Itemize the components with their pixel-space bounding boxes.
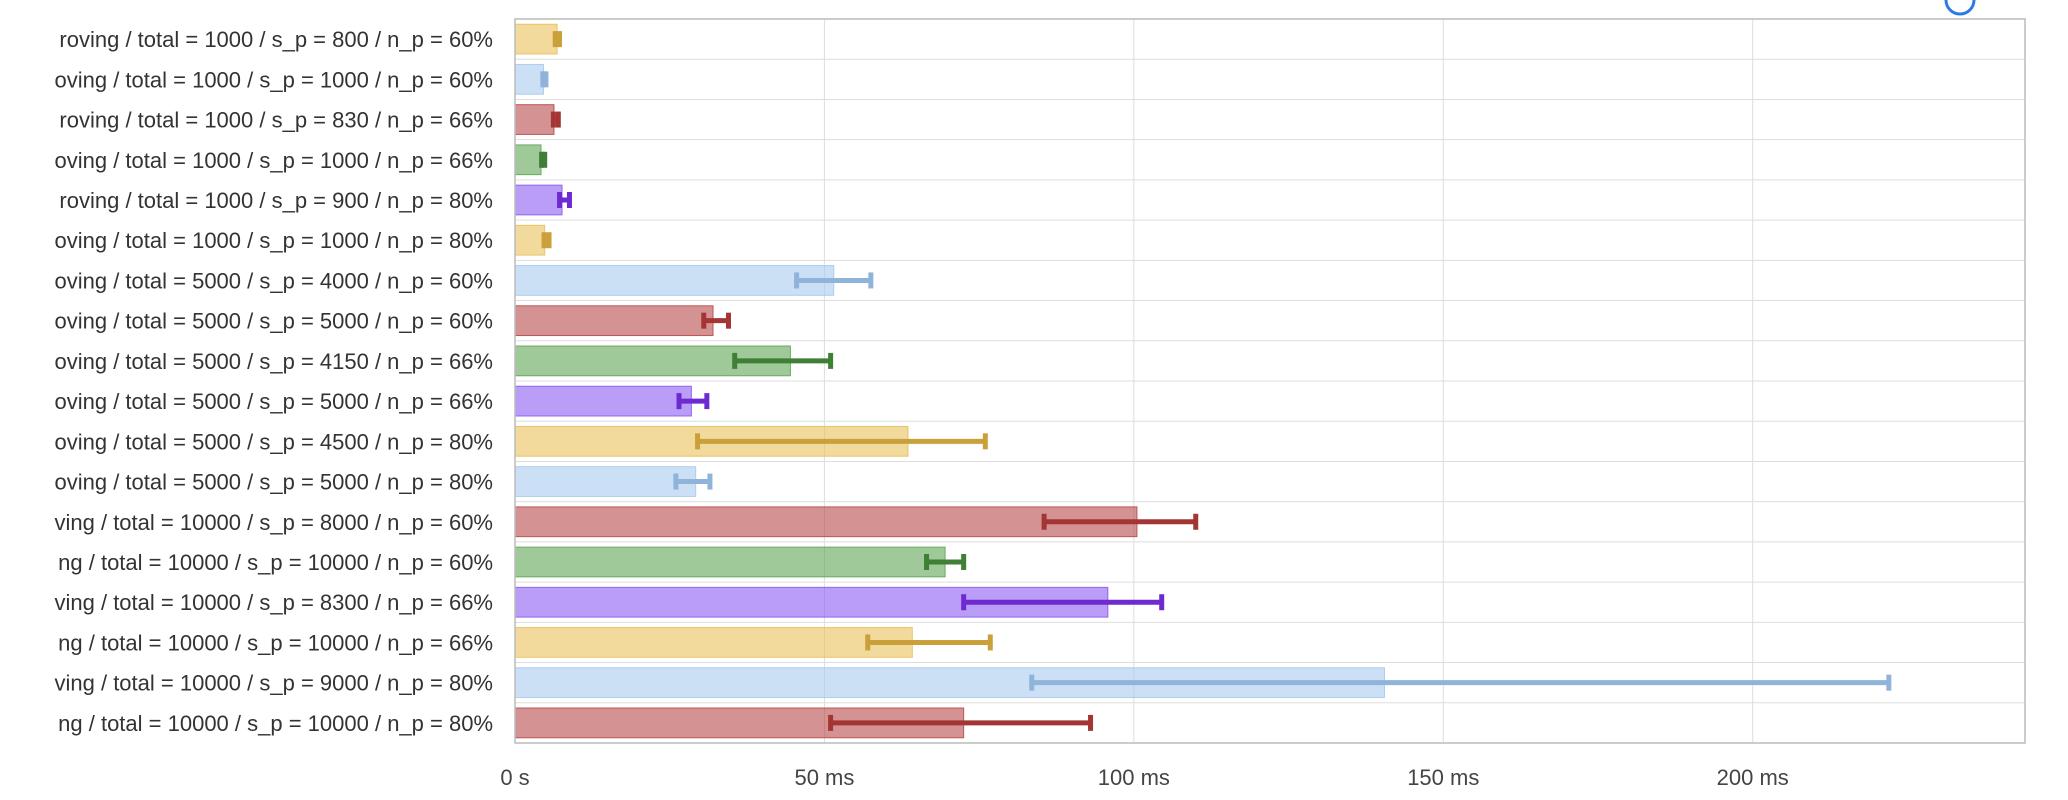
bar — [514, 63, 544, 95]
error-bar — [552, 31, 563, 48]
corner-icon — [1944, 0, 1976, 16]
category-label: ng / total = 10000 / s_p = 10000 / n_p =… — [58, 711, 493, 736]
category-label: oving / total = 5000 / s_p = 4150 / n_p … — [55, 349, 494, 374]
error-bar — [695, 433, 988, 450]
x-tick-label: 50 ms — [794, 765, 854, 790]
category-label: ving / total = 10000 / s_p = 8300 / n_p … — [55, 590, 494, 615]
category-labels: roving / total = 1000 / s_p = 800 / n_p … — [55, 27, 494, 736]
error-bar — [732, 352, 834, 369]
bars-layer — [514, 23, 1385, 739]
error-bar — [550, 111, 561, 128]
category-label: oving / total = 5000 / s_p = 5000 / n_p … — [55, 389, 494, 414]
category-label: oving / total = 5000 / s_p = 5000 / n_p … — [55, 470, 494, 495]
category-label: oving / total = 1000 / s_p = 1000 / n_p … — [55, 67, 494, 92]
category-label: roving / total = 1000 / s_p = 900 / n_p … — [59, 188, 493, 213]
error-bars-layer — [539, 31, 1892, 731]
error-bar — [1041, 513, 1199, 530]
x-tick-label: 200 ms — [1717, 765, 1789, 790]
grid-layer — [514, 19, 2025, 743]
error-bar — [701, 312, 732, 329]
error-bar — [1029, 674, 1892, 691]
error-bar — [676, 393, 710, 410]
error-bar — [828, 714, 1094, 731]
error-bar — [961, 594, 1165, 611]
bar — [514, 184, 563, 216]
bar — [514, 385, 692, 417]
category-label: ng / total = 10000 / s_p = 10000 / n_p =… — [58, 630, 493, 655]
category-label: ng / total = 10000 / s_p = 10000 / n_p =… — [58, 550, 493, 575]
category-label: roving / total = 1000 / s_p = 800 / n_p … — [59, 27, 493, 52]
error-bar — [673, 473, 713, 490]
x-tick-label: 0 s — [500, 765, 529, 790]
bar — [514, 265, 835, 296]
bar — [514, 23, 558, 55]
category-label: ving / total = 10000 / s_p = 9000 / n_p … — [55, 671, 494, 696]
bar — [514, 305, 714, 337]
category-label: oving / total = 1000 / s_p = 1000 / n_p … — [55, 228, 494, 253]
error-bar — [794, 272, 874, 289]
bar — [514, 546, 946, 578]
error-bar — [541, 232, 552, 249]
x-axis-ticks: 0 s 50 ms 100 ms 150 ms 200 ms — [500, 765, 1788, 790]
error-bar — [865, 634, 993, 651]
error-bar — [539, 151, 548, 168]
error-bar — [557, 192, 572, 208]
bar — [514, 627, 913, 658]
x-tick-label: 150 ms — [1407, 765, 1479, 790]
category-label: roving / total = 1000 / s_p = 830 / n_p … — [59, 108, 493, 133]
category-label: oving / total = 5000 / s_p = 5000 / n_p … — [55, 309, 494, 334]
plot-frame — [514, 18, 2026, 744]
bar — [514, 104, 555, 135]
category-label: oving / total = 5000 / s_p = 4000 / n_p … — [55, 268, 494, 293]
error-bar — [540, 71, 549, 88]
bar — [514, 506, 1138, 538]
x-tick-label: 100 ms — [1098, 765, 1170, 790]
bar — [514, 224, 546, 256]
bar — [514, 144, 542, 176]
error-bar — [924, 554, 967, 570]
category-label: ving / total = 10000 / s_p = 8000 / n_p … — [55, 510, 494, 535]
bar — [514, 466, 697, 497]
category-label: oving / total = 1000 / s_p = 1000 / n_p … — [55, 148, 494, 173]
category-label: oving / total = 5000 / s_p = 4500 / n_p … — [55, 429, 494, 454]
